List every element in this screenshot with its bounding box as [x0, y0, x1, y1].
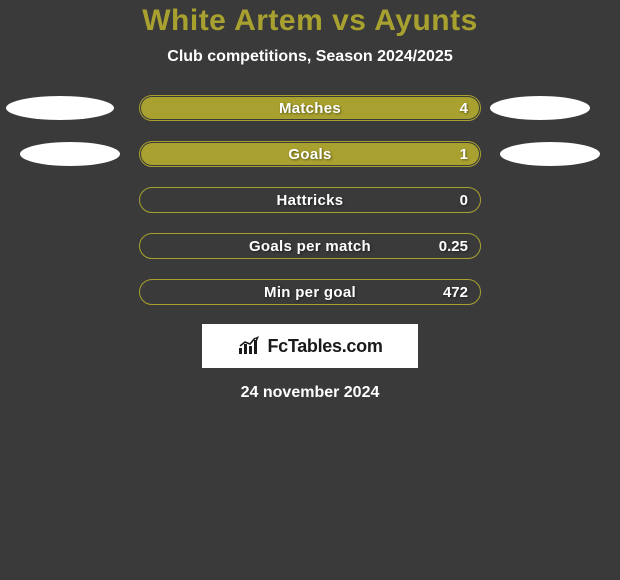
- stat-row: Matches4: [0, 94, 620, 122]
- stat-bar: Hattricks0: [139, 187, 481, 213]
- subtitle: Club competitions, Season 2024/2025: [0, 48, 620, 66]
- stat-value: 0.25: [439, 234, 468, 258]
- stat-row: Goals per match0.25: [0, 232, 620, 260]
- stat-label: Goals: [140, 142, 480, 166]
- decor-ellipse: [20, 142, 120, 166]
- stats-list: Matches4Goals1Hattricks0Goals per match0…: [0, 94, 620, 306]
- stat-value: 0: [460, 188, 468, 212]
- chart-icon: [237, 336, 263, 356]
- stat-value: 472: [443, 280, 468, 304]
- stat-bar: Goals per match0.25: [139, 233, 481, 259]
- stat-label: Min per goal: [140, 280, 480, 304]
- decor-ellipse: [490, 96, 590, 120]
- stat-row: Min per goal472: [0, 278, 620, 306]
- date-label: 24 november 2024: [0, 384, 620, 402]
- stat-label: Matches: [140, 96, 480, 120]
- logo-box: FcTables.com: [202, 324, 418, 368]
- stat-bar: Goals1: [139, 141, 481, 167]
- stat-value: 1: [460, 142, 468, 166]
- stat-bar: Min per goal472: [139, 279, 481, 305]
- logo: FcTables.com: [237, 336, 382, 357]
- stat-row: Goals1: [0, 140, 620, 168]
- stat-bar: Matches4: [139, 95, 481, 121]
- logo-text: FcTables.com: [267, 336, 382, 357]
- stat-label: Goals per match: [140, 234, 480, 258]
- stat-label: Hattricks: [140, 188, 480, 212]
- page-title: White Artem vs Ayunts: [0, 4, 620, 38]
- container: White Artem vs Ayunts Club competitions,…: [0, 0, 620, 402]
- decor-ellipse: [500, 142, 600, 166]
- decor-ellipse: [6, 96, 114, 120]
- stat-value: 4: [460, 96, 468, 120]
- stat-row: Hattricks0: [0, 186, 620, 214]
